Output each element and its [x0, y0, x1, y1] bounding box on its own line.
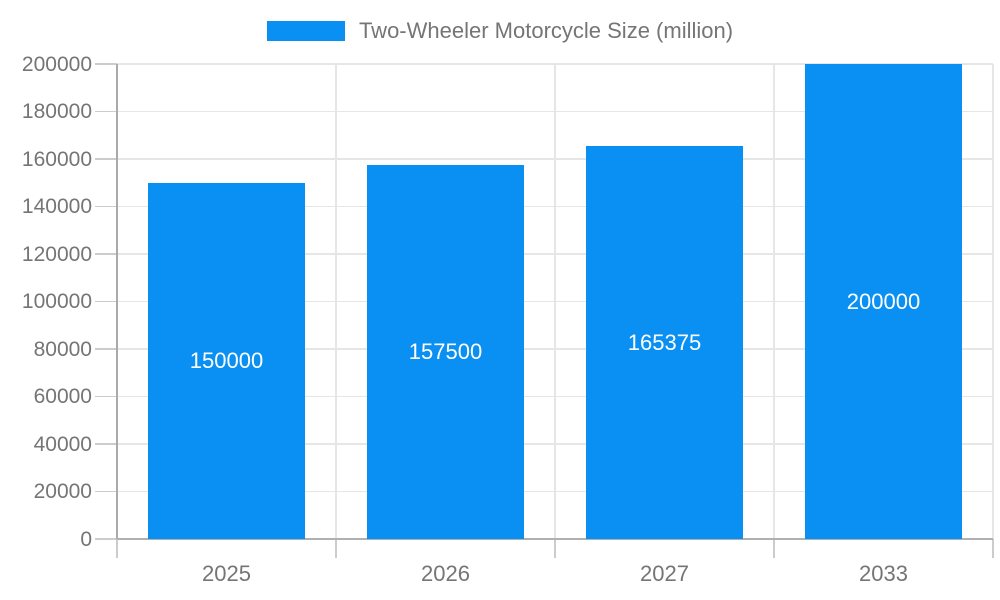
y-axis-tick-label: 200000 — [21, 52, 92, 76]
y-axis-tick — [95, 300, 117, 303]
gridline — [335, 64, 337, 539]
y-axis-tick-label: 180000 — [21, 100, 92, 123]
legend[interactable]: Two-Wheeler Motorcycle Size (million) — [0, 18, 1000, 44]
x-axis-tick — [116, 539, 118, 558]
y-axis-tick — [95, 538, 117, 540]
bar-2025[interactable] — [148, 182, 305, 539]
gridline — [554, 64, 556, 539]
y-axis-tick — [95, 348, 117, 350]
y-axis-tick — [95, 158, 117, 160]
bar-2027[interactable] — [586, 146, 743, 539]
x-axis-line — [117, 538, 993, 540]
gridline — [992, 64, 994, 539]
y-axis-tick-label: 140000 — [21, 195, 92, 218]
bar-value-label: 200000 — [846, 288, 921, 314]
x-axis-tick — [335, 539, 337, 558]
bar-value-label: 157500 — [408, 338, 483, 364]
y-axis-tick — [95, 253, 117, 255]
y-axis-tick — [95, 205, 117, 208]
bar-2026[interactable] — [367, 164, 524, 539]
y-axis-tick — [95, 490, 117, 493]
y-axis-tick-label: 80000 — [33, 337, 92, 361]
y-axis-tick — [95, 395, 117, 398]
x-axis-tick — [554, 539, 556, 558]
x-axis-tick-label: 2027 — [640, 561, 689, 586]
x-axis-tick-label: 2025 — [202, 561, 251, 586]
bar-value-label: 150000 — [189, 347, 264, 373]
y-axis-line — [116, 64, 118, 539]
y-axis-tick-label: 100000 — [21, 290, 92, 313]
x-axis-tick-label: 2033 — [859, 561, 908, 586]
y-axis-tick-label: 40000 — [33, 432, 92, 456]
legend-swatch — [266, 21, 345, 41]
y-axis-tick-label: 120000 — [21, 242, 92, 266]
y-axis-tick — [95, 110, 117, 113]
y-axis-tick-label: 60000 — [33, 385, 92, 408]
y-axis-tick-label: 20000 — [33, 480, 92, 503]
y-axis-tick — [95, 443, 117, 445]
x-axis-tick — [773, 539, 775, 558]
y-axis-tick — [95, 63, 117, 65]
y-axis-tick-label: 0 — [80, 527, 92, 551]
x-axis-tick-label: 2026 — [421, 561, 470, 586]
x-axis-tick — [992, 539, 994, 558]
legend-label: Two-Wheeler Motorcycle Size (million) — [358, 18, 734, 43]
bar-2033[interactable] — [805, 64, 962, 539]
bar-value-label: 165375 — [627, 329, 702, 355]
gridline — [773, 64, 775, 539]
y-axis-tick-label: 160000 — [21, 147, 92, 171]
